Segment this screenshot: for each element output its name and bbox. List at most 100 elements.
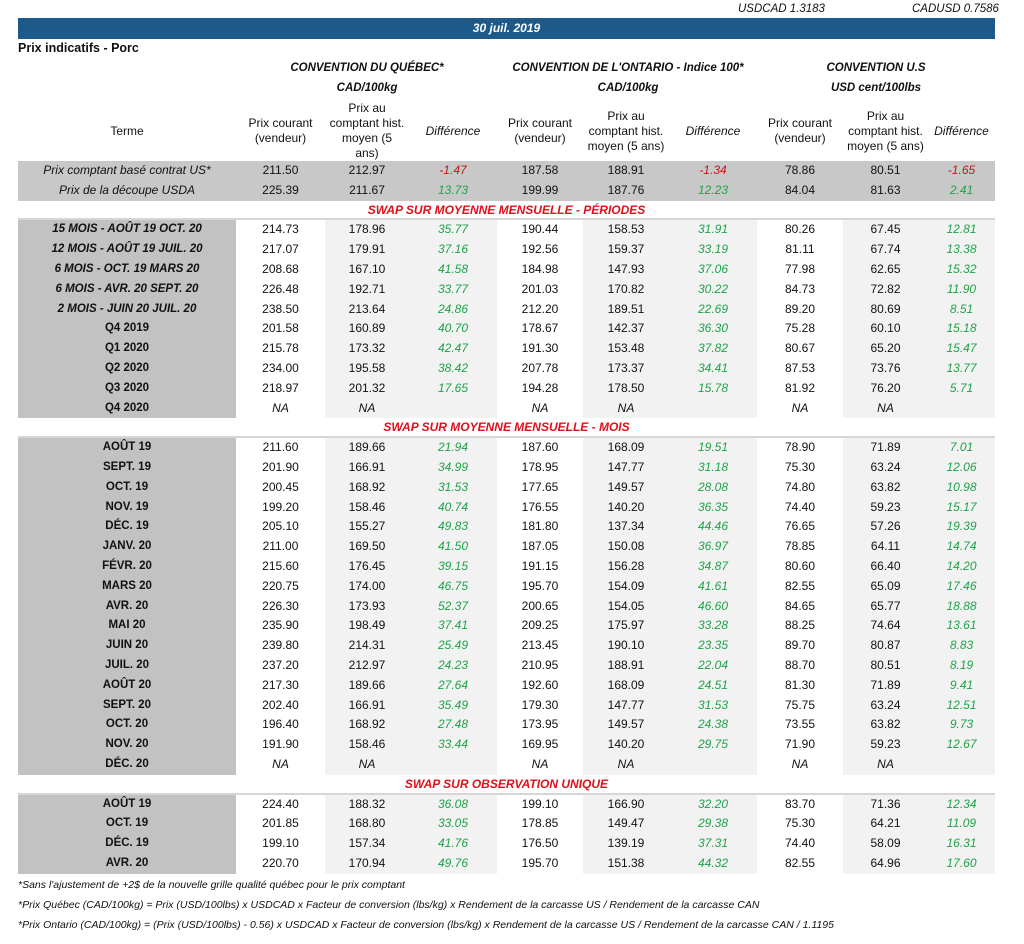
difference-cell: 12.23 <box>669 180 757 201</box>
price-cell: 80.67 <box>784 341 816 356</box>
difference-cell: 27.64 <box>409 675 497 696</box>
group-title-ontario: CONVENTION DE L'ONTARIO - Indice 100* <box>512 62 744 74</box>
column-header-hist: Prix au comptant hist. moyen (5 ans) <box>847 108 924 153</box>
price-cell: 75.75 <box>784 697 816 712</box>
price-cell: 196.40 <box>262 717 299 732</box>
price-cell: 234.00 <box>262 360 299 375</box>
difference-cell: 5.71 <box>928 378 995 399</box>
row-term: AOÛT 19 <box>18 794 236 815</box>
table-row: AOÛT 19 211.60 189.66 21.94 187.60 168.09 19.5… <box>18 438 995 458</box>
difference-cell: 22.04 <box>669 655 757 676</box>
difference-cell: 46.60 <box>669 596 757 617</box>
price-cell: 201.90 <box>262 459 299 474</box>
row-term: Prix de la découpe USDA <box>18 180 236 201</box>
price-cell: 190.44 <box>521 222 559 237</box>
price-table: Prix comptant basé contrat US* 211.50 212.… <box>18 161 995 874</box>
price-cell: 89.70 <box>784 638 816 653</box>
price-cell: 74.64 <box>843 616 928 637</box>
difference-cell: 29.75 <box>669 735 757 755</box>
difference-cell: 21.94 <box>409 438 497 458</box>
price-cell: 189.66 <box>325 438 409 458</box>
price-cell: 176.45 <box>325 556 409 577</box>
price-cell: 59.23 <box>843 735 928 755</box>
difference-cell: 30.22 <box>669 279 757 300</box>
price-cell: 199.20 <box>262 499 299 514</box>
price-cell: 212.20 <box>521 301 559 316</box>
price-cell: 149.57 <box>583 715 669 736</box>
difference-cell: 11.90 <box>928 279 995 300</box>
difference-cell: 49.83 <box>409 517 497 538</box>
price-cell: 175.97 <box>583 616 669 637</box>
price-cell: NA <box>531 756 549 771</box>
table-row: JUIN 20 239.80 214.31 25.49 213.45 190.10 23.3… <box>18 636 995 656</box>
row-term: 12 MOIS - AOÛT 19 JUIL. 20 <box>18 240 236 260</box>
table-row: FÉVR. 20 215.60 176.45 39.15 191.15 156.28 34.… <box>18 556 995 577</box>
price-cell: 214.73 <box>262 222 299 237</box>
price-cell: 160.89 <box>325 319 409 340</box>
price-cell: 139.19 <box>583 834 669 854</box>
difference-cell <box>928 398 995 419</box>
row-term: AOÛT 19 <box>18 438 236 458</box>
table-row: DÉC. 19 199.10 157.34 41.76 176.50 139.19 37.3… <box>18 834 995 854</box>
difference-cell: 15.78 <box>669 378 757 399</box>
difference-cell: 41.50 <box>409 537 497 557</box>
price-cell: 80.69 <box>843 299 928 320</box>
price-cell: 82.55 <box>784 855 816 870</box>
price-cell: 211.60 <box>262 440 299 455</box>
price-cell: 178.95 <box>521 459 559 474</box>
price-cell: 189.51 <box>583 299 669 320</box>
row-term: MAI 20 <box>18 616 236 637</box>
price-cell: 198.49 <box>325 616 409 637</box>
table-row: AVR. 20 220.70 170.94 49.76 195.70 151.38 44.3… <box>18 853 995 874</box>
row-term: MARS 20 <box>18 576 236 597</box>
price-cell: 239.80 <box>262 638 299 653</box>
price-cell: NA <box>531 400 549 415</box>
price-cell: 215.78 <box>262 341 299 356</box>
difference-cell: 23.35 <box>669 636 757 656</box>
price-cell: 156.28 <box>583 556 669 577</box>
difference-cell: 36.30 <box>669 319 757 340</box>
price-cell: 187.58 <box>497 161 583 181</box>
price-cell: 200.65 <box>521 598 559 613</box>
price-cell: 64.21 <box>843 814 928 835</box>
price-cell: 199.10 <box>521 796 559 811</box>
table-row: SEPT. 19 201.90 166.91 34.99 178.95 147.77 31.… <box>18 457 995 478</box>
price-cell: 65.20 <box>843 339 928 359</box>
row-term: OCT. 19 <box>18 814 236 835</box>
row-term: SEPT. 19 <box>18 457 236 478</box>
price-cell: 201.03 <box>521 281 559 296</box>
price-cell: 187.60 <box>521 440 559 455</box>
price-cell: 217.07 <box>262 242 299 257</box>
column-header-current: Prix courant (vendeur) <box>767 116 833 145</box>
price-cell: 166.91 <box>325 457 409 478</box>
price-cell: 178.96 <box>325 220 409 241</box>
difference-cell: 18.88 <box>928 596 995 617</box>
price-cell: 147.77 <box>583 457 669 478</box>
price-cell: 72.82 <box>843 279 928 300</box>
difference-cell: 12.67 <box>928 735 995 755</box>
price-cell: 64.96 <box>843 853 928 874</box>
difference-cell: 37.31 <box>669 834 757 854</box>
row-term: AOÛT 20 <box>18 675 236 696</box>
difference-cell: 9.41 <box>928 675 995 696</box>
price-cell: 220.75 <box>262 578 299 593</box>
price-cell: 226.30 <box>262 598 299 613</box>
group-unit-quebec: CAD/100kg <box>336 82 398 94</box>
table-row: DÉC. 20 NA NA NA NA NA NA <box>18 754 995 775</box>
footnote: *Sans l'ajustement de +2$ de la nouvelle… <box>18 879 405 891</box>
difference-cell: 36.08 <box>409 794 497 815</box>
difference-cell: 27.48 <box>409 715 497 736</box>
price-cell: NA <box>325 398 409 419</box>
price-cell: 199.10 <box>262 836 299 851</box>
page-subtitle: Prix indicatifs - Porc <box>18 41 139 55</box>
difference-cell: 13.61 <box>928 616 995 637</box>
row-term: DÉC. 19 <box>18 834 236 854</box>
difference-cell: 37.06 <box>669 259 757 280</box>
difference-cell: 12.51 <box>928 695 995 716</box>
price-cell: 71.89 <box>843 675 928 696</box>
difference-cell: 32.20 <box>669 794 757 815</box>
row-term: DÉC. 19 <box>18 517 236 538</box>
row-term: Q2 2020 <box>18 358 236 379</box>
price-cell: 58.09 <box>843 834 928 854</box>
price-cell: 62.65 <box>843 259 928 280</box>
